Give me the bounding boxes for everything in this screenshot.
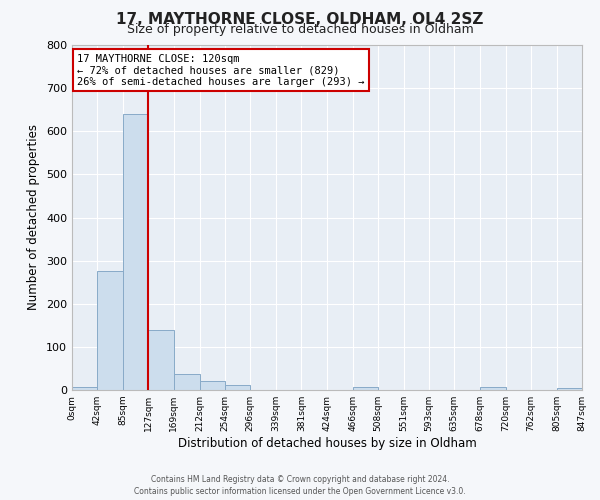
Text: 17 MAYTHORNE CLOSE: 120sqm
← 72% of detached houses are smaller (829)
26% of sem: 17 MAYTHORNE CLOSE: 120sqm ← 72% of deta… — [77, 54, 365, 87]
Text: Contains HM Land Registry data © Crown copyright and database right 2024.
Contai: Contains HM Land Registry data © Crown c… — [134, 474, 466, 496]
Bar — [72, 387, 97, 390]
Bar — [557, 388, 582, 390]
Bar — [200, 382, 225, 390]
Bar — [353, 386, 378, 390]
Text: Size of property relative to detached houses in Oldham: Size of property relative to detached ho… — [127, 22, 473, 36]
Bar — [97, 272, 123, 390]
Bar — [148, 330, 174, 390]
Bar — [480, 386, 506, 390]
Bar — [123, 114, 148, 390]
X-axis label: Distribution of detached houses by size in Oldham: Distribution of detached houses by size … — [178, 437, 476, 450]
Text: 17, MAYTHORNE CLOSE, OLDHAM, OL4 2SZ: 17, MAYTHORNE CLOSE, OLDHAM, OL4 2SZ — [116, 12, 484, 28]
Y-axis label: Number of detached properties: Number of detached properties — [28, 124, 40, 310]
Bar — [174, 374, 200, 390]
Bar — [225, 386, 250, 390]
